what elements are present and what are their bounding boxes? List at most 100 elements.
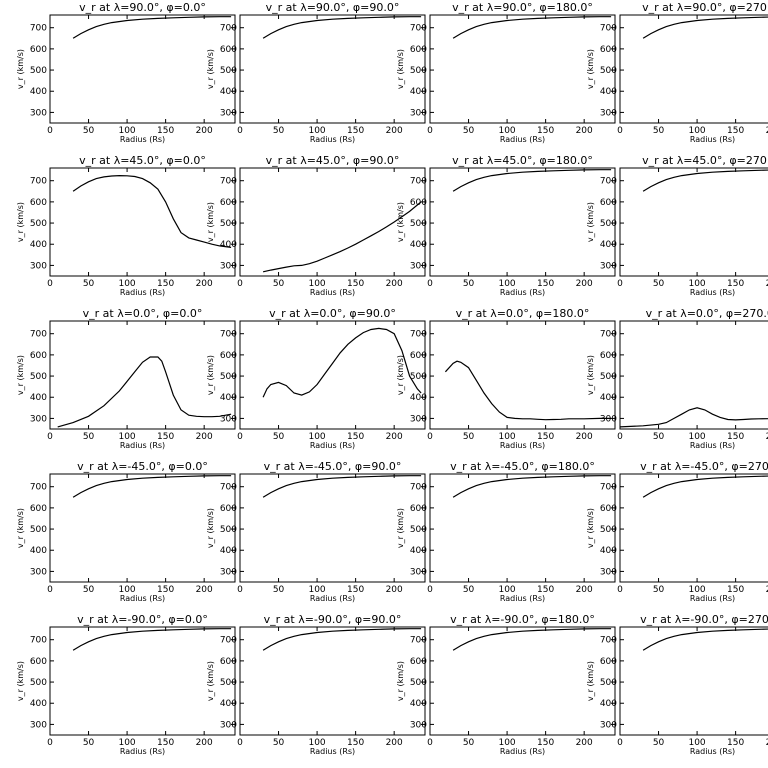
x-tick-label: 200 — [766, 585, 768, 595]
y-tick-label: 400 — [600, 393, 617, 403]
x-tick-label: 0 — [427, 126, 433, 136]
plot-frame — [239, 320, 426, 430]
y-tick-label: 300 — [410, 261, 427, 271]
x-tick-label: 150 — [347, 738, 364, 748]
x-tick-label: 100 — [498, 126, 515, 136]
x-tick-label: 50 — [463, 126, 475, 136]
y-tick-label: 700 — [30, 177, 47, 187]
y-tick-label: 500 — [220, 66, 237, 76]
panel-13: v_r at λ=-45.0°, φ=0.0° 0 50 100 150 200 300 40… — [16, 460, 236, 603]
x-tick-label: 0 — [47, 738, 53, 748]
series-line — [642, 169, 768, 192]
y-tick-label: 600 — [30, 45, 47, 55]
panel-title: v_r at λ=90.0°, φ=90.0° — [266, 1, 400, 14]
y-tick-label: 700 — [600, 24, 617, 34]
x-axis-label: Radius (Rs) — [310, 288, 355, 297]
plot-frame — [239, 473, 426, 583]
y-tick-label: 700 — [30, 483, 47, 493]
y-tick-label: 400 — [220, 699, 237, 709]
series-line — [452, 169, 612, 192]
y-tick-label: 400 — [220, 393, 237, 403]
x-tick-label: 150 — [727, 585, 744, 595]
y-tick-label: 400 — [30, 393, 47, 403]
y-tick-label: 700 — [600, 177, 617, 187]
x-tick-label: 50 — [653, 432, 665, 442]
x-tick-label: 0 — [47, 585, 53, 595]
x-axis-label: Radius (Rs) — [310, 594, 355, 603]
panel-title: v_r at λ=90.0°, φ=0.0° — [79, 1, 206, 14]
x-tick-label: 100 — [498, 279, 515, 289]
x-tick-label: 100 — [118, 738, 135, 748]
y-tick-label: 700 — [410, 483, 427, 493]
y-tick-label: 500 — [220, 525, 237, 535]
x-tick-label: 150 — [157, 738, 174, 748]
y-tick-label: 300 — [600, 414, 617, 424]
x-tick-label: 100 — [118, 126, 135, 136]
plot-frame — [239, 626, 426, 736]
series-line — [444, 360, 612, 421]
x-tick-label: 200 — [196, 585, 213, 595]
x-tick-label: 100 — [498, 738, 515, 748]
series-line — [262, 16, 422, 39]
y-tick-label: 300 — [600, 108, 617, 118]
x-tick-label: 150 — [157, 279, 174, 289]
panel-16: v_r at λ=-45.0°, φ=270.0° 0 50 100 150 200 300… — [586, 460, 768, 603]
series-line — [262, 628, 422, 651]
x-tick-label: 150 — [537, 432, 554, 442]
y-axis-label: v_r (km/s) — [206, 355, 215, 395]
panel-15: v_r at λ=-45.0°, φ=180.0° 0 50 100 150 200 300… — [396, 460, 616, 603]
y-tick-label: 700 — [220, 177, 237, 187]
x-tick-label: 150 — [727, 432, 744, 442]
y-tick-label: 300 — [410, 720, 427, 730]
x-tick-label: 50 — [273, 126, 285, 136]
x-tick-label: 200 — [766, 738, 768, 748]
plot-frame — [429, 473, 616, 583]
x-tick-label: 50 — [653, 738, 665, 748]
y-tick-label: 500 — [410, 525, 427, 535]
x-tick-label: 150 — [347, 279, 364, 289]
x-tick-label: 0 — [427, 279, 433, 289]
y-tick-label: 600 — [220, 351, 237, 361]
y-tick-label: 600 — [30, 657, 47, 667]
y-axis-label: v_r (km/s) — [586, 49, 595, 89]
y-tick-label: 400 — [410, 87, 427, 97]
panel-title: v_r at λ=-45.0°, φ=90.0° — [264, 460, 402, 473]
y-tick-label: 600 — [30, 504, 47, 514]
x-tick-label: 150 — [727, 279, 744, 289]
panel-9: v_r at λ=0.0°, φ=0.0° 0 50 100 150 200 300 400 5… — [16, 307, 236, 450]
y-tick-label: 700 — [410, 636, 427, 646]
panel-5: v_r at λ=45.0°, φ=0.0° 0 50 100 150 200 300 400… — [16, 154, 236, 297]
x-axis-label: Radius (Rs) — [500, 441, 545, 450]
x-tick-label: 100 — [498, 585, 515, 595]
panel-title: v_r at λ=-90.0°, φ=270.0° — [640, 613, 768, 626]
y-tick-label: 400 — [600, 240, 617, 250]
panel-1: v_r at λ=90.0°, φ=0.0° 0 50 100 150 200 300 400… — [16, 1, 236, 144]
x-tick-label: 50 — [83, 279, 95, 289]
x-tick-label: 100 — [118, 432, 135, 442]
y-tick-label: 600 — [600, 45, 617, 55]
x-tick-label: 50 — [273, 432, 285, 442]
y-tick-label: 700 — [220, 330, 237, 340]
y-tick-label: 500 — [600, 678, 617, 688]
panel-8: v_r at λ=45.0°, φ=270.0° 0 50 100 150 200 300 4… — [586, 154, 768, 297]
x-tick-label: 150 — [347, 432, 364, 442]
x-axis-label: Radius (Rs) — [500, 594, 545, 603]
series-line — [452, 475, 612, 498]
y-tick-label: 500 — [220, 372, 237, 382]
x-tick-label: 50 — [653, 279, 665, 289]
x-tick-label: 100 — [308, 738, 325, 748]
y-tick-label: 500 — [30, 219, 47, 229]
plot-frame — [429, 626, 616, 736]
x-tick-label: 50 — [653, 585, 665, 595]
panel-title: v_r at λ=45.0°, φ=0.0° — [79, 154, 206, 167]
y-tick-label: 400 — [220, 546, 237, 556]
x-axis-label: Radius (Rs) — [310, 441, 355, 450]
panel-14: v_r at λ=-45.0°, φ=90.0° 0 50 100 150 200 300 4… — [206, 460, 426, 603]
y-axis-label: v_r (km/s) — [16, 508, 25, 548]
x-tick-label: 0 — [237, 126, 243, 136]
x-tick-label: 0 — [237, 432, 243, 442]
y-tick-label: 300 — [600, 567, 617, 577]
x-tick-label: 200 — [576, 738, 593, 748]
y-axis-label: v_r (km/s) — [396, 202, 405, 242]
y-tick-label: 400 — [30, 546, 47, 556]
